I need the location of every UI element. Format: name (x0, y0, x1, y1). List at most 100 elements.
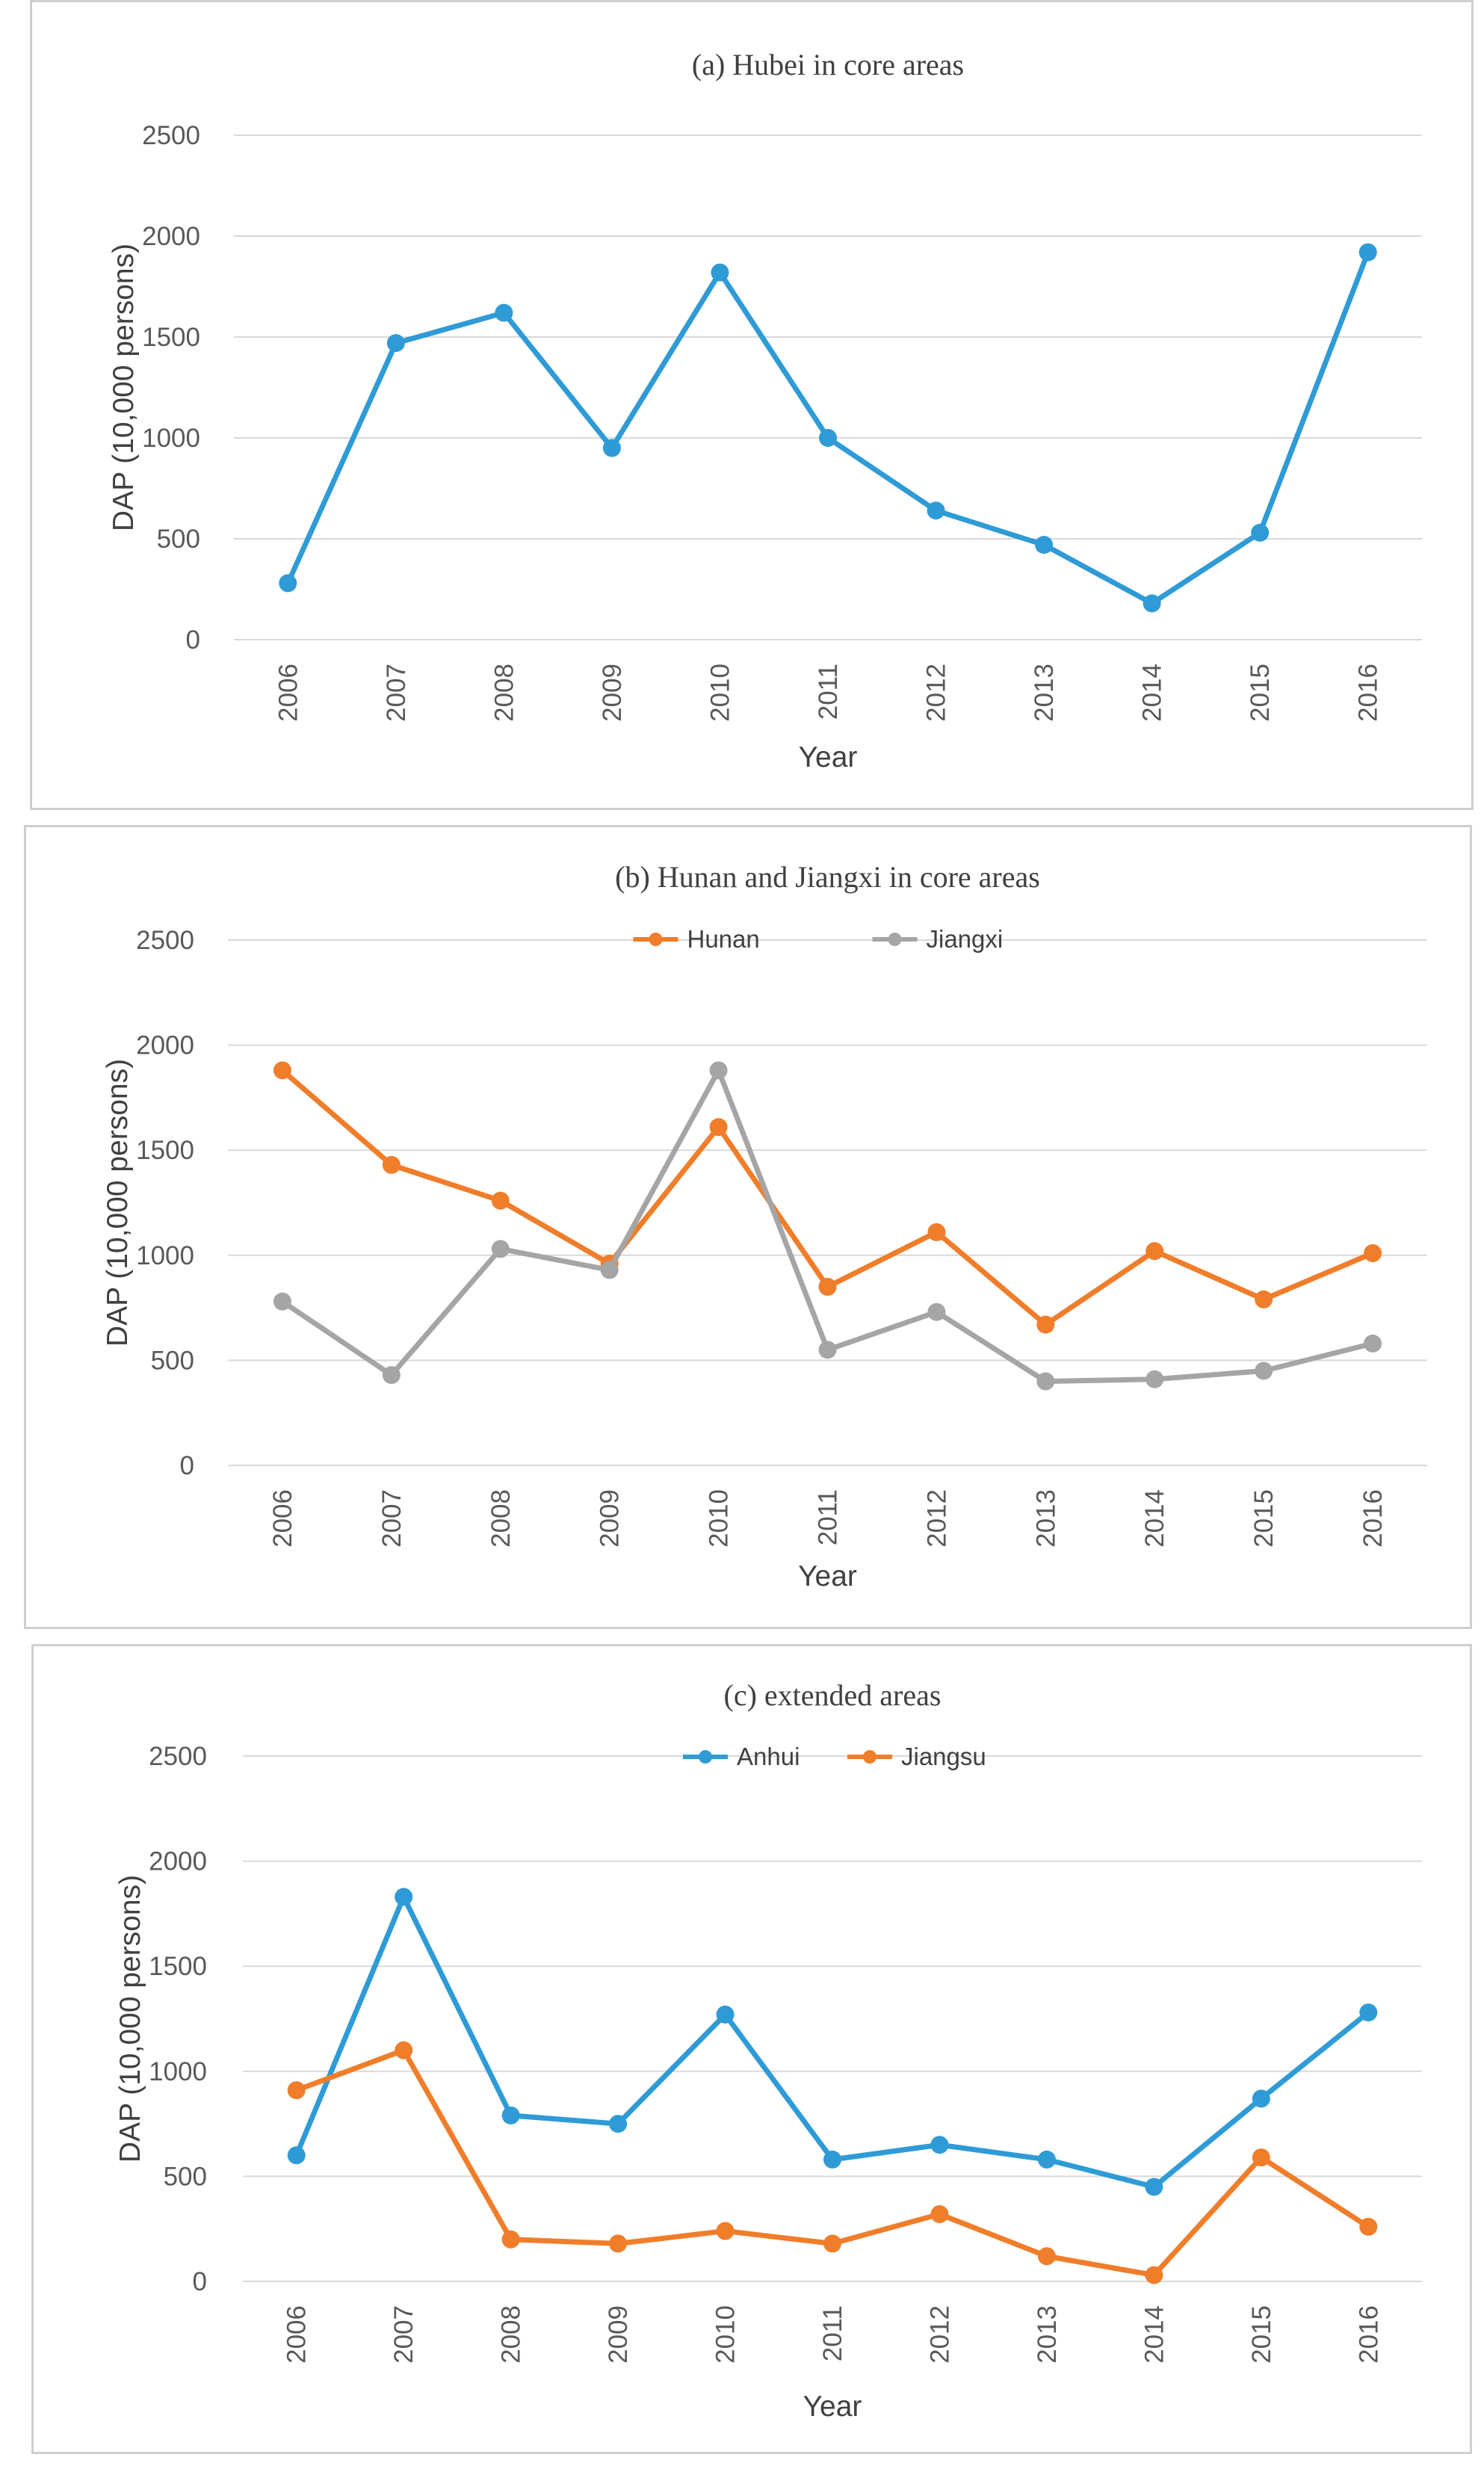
data-point-jiangsu (609, 2234, 628, 2253)
x-tick-label: 2014 (1140, 2305, 1169, 2364)
y-tick-label: 1500 (136, 1136, 194, 1165)
data-point-anhui (1037, 2150, 1056, 2169)
y-tick-label: 2500 (149, 1742, 207, 1771)
data-point-jiangxi (273, 1292, 291, 1311)
legend-label: Jiangsu (901, 1743, 986, 1770)
data-point-anhui (1359, 2003, 1378, 2022)
data-point-jiangxi (600, 1261, 619, 1279)
legend-swatch-marker (699, 1750, 712, 1764)
x-tick-label: 2009 (598, 664, 627, 722)
data-point-hunan (273, 1061, 291, 1080)
series-line-jiangxi (279, 1067, 1376, 1385)
x-axis-label: Year (803, 2391, 862, 2423)
y-tick-label: 0 (193, 2267, 207, 2296)
x-tick-label: 2011 (814, 664, 843, 720)
data-point-jiangsu (1145, 2266, 1163, 2284)
data-point-hunan (1255, 1290, 1273, 1308)
data-point-hubei (279, 574, 297, 593)
y-tick-label: 1500 (149, 1952, 207, 1981)
x-tick-label: 2014 (1138, 664, 1167, 722)
legend-item-jiangsu: Jiangsu (847, 1743, 986, 1770)
y-tick-label: 2000 (149, 1847, 207, 1876)
data-point-hubei (1251, 523, 1270, 542)
x-tick-label: 2015 (1249, 1489, 1279, 1548)
data-point-anhui (1252, 2089, 1270, 2108)
data-point-jiangsu (1252, 2148, 1270, 2167)
y-tick-label: 1000 (142, 424, 200, 453)
x-tick-label: 2016 (1358, 1489, 1388, 1548)
x-tick-label: 2008 (497, 2305, 526, 2364)
data-point-anhui (930, 2136, 949, 2154)
legend-label: Jiangxi (927, 925, 1004, 953)
data-point-jiangsu (395, 2041, 413, 2059)
data-point-anhui (287, 2146, 306, 2165)
data-point-hunan (818, 1277, 837, 1296)
x-tick-label: 2012 (925, 2305, 954, 2364)
y-axis-label: DAP (10,000 persons) (102, 1059, 134, 1347)
data-point-hunan (1364, 1243, 1382, 1262)
legend-item-hunan: Hunan (633, 925, 760, 953)
chart-panel-a: (a) Hubei in core areas 0 500 1000 1500 2000 2… (30, 0, 1474, 810)
chart-panel-c: (c) extended areas 0 500 1000 1500 2000 2500 20… (31, 1644, 1472, 2454)
data-point-hunan (927, 1223, 946, 1241)
y-tick-label: 500 (157, 525, 200, 554)
data-point-hubei (386, 334, 405, 353)
y-tick-label: 2000 (142, 222, 200, 251)
data-point-jiangxi (818, 1341, 837, 1359)
chart-c: (c) extended areas 0 500 1000 1500 2000 2500 20… (114, 1678, 1422, 2423)
x-tick-label: 2013 (1030, 664, 1059, 722)
data-point-jiangsu (1359, 2217, 1378, 2236)
x-tick-label: 2013 (1031, 1489, 1060, 1548)
data-point-jiangsu (716, 2222, 735, 2240)
legend-swatch-marker (649, 933, 663, 946)
x-axis-label: Year (799, 741, 858, 773)
data-point-jiangxi (1146, 1370, 1164, 1388)
data-point-anhui (501, 2106, 520, 2124)
legend-label: Hunan (687, 925, 760, 953)
y-tick-label: 1500 (142, 323, 200, 352)
y-axis-label: DAP (10,000 persons) (108, 244, 140, 531)
data-point-jiangsu (823, 2234, 841, 2253)
y-tick-label: 500 (164, 2162, 207, 2191)
data-point-hunan (709, 1118, 728, 1137)
chart-a: (a) Hubei in core areas 0 500 1000 1500 2000 2… (108, 48, 1422, 773)
data-point-hubei (1358, 243, 1377, 262)
chart-panel-b: (b) Hunan and Jiangxi in core areas 0 500 1… (24, 825, 1472, 1629)
x-tick-label: 2014 (1140, 1489, 1169, 1548)
data-point-jiangsu (501, 2230, 520, 2249)
data-point-hunan (1146, 1242, 1164, 1261)
x-tick-label: 2006 (273, 664, 303, 722)
y-tick-label: 0 (180, 1451, 194, 1480)
chart-b: (b) Hunan and Jiangxi in core areas 0 500 1… (102, 860, 1427, 1592)
chart-title: (c) extended areas (724, 1678, 942, 1712)
chart-title: (a) Hubei in core areas (692, 48, 964, 81)
x-tick-label: 2015 (1246, 664, 1275, 722)
x-tick-label: 2006 (268, 1489, 297, 1548)
data-point-anhui (716, 2005, 735, 2024)
legend-item-jiangxi: Jiangxi (872, 925, 1004, 953)
data-point-jiangxi (491, 1240, 510, 1258)
y-axis-label: DAP (10,000 persons) (114, 1875, 146, 2163)
x-tick-label: 2012 (922, 1489, 951, 1548)
y-tick-label: 2500 (136, 926, 194, 955)
y-tick-label: 0 (186, 625, 200, 655)
data-point-anhui (1145, 2178, 1163, 2196)
legend-swatch-marker (863, 1750, 877, 1764)
data-point-jiangsu (1037, 2247, 1056, 2266)
x-tick-label: 2011 (814, 1489, 843, 1545)
x-axis-label: Year (798, 1560, 857, 1592)
x-tick-label: 2009 (604, 2305, 633, 2364)
x-tick-label: 2009 (596, 1489, 625, 1548)
x-tick-label: 2006 (282, 2305, 312, 2364)
data-point-anhui (609, 2115, 628, 2133)
y-tick-label: 2500 (142, 121, 200, 150)
series-line-hubei (285, 250, 1371, 606)
chart-title: (b) Hunan and Jiangxi in core areas (615, 860, 1040, 894)
y-tick-label: 1000 (136, 1241, 194, 1270)
y-tick-label: 500 (151, 1346, 194, 1375)
x-tick-label: 2012 (922, 664, 951, 722)
data-point-jiangxi (709, 1061, 728, 1080)
x-tick-label: 2010 (711, 2305, 741, 2364)
data-point-hunan (491, 1191, 510, 1210)
x-tick-label: 2016 (1354, 2305, 1383, 2364)
